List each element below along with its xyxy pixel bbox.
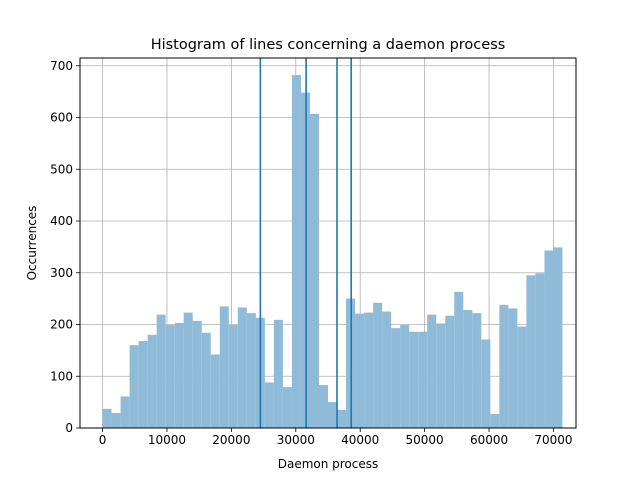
histogram-bar [517, 326, 527, 428]
histogram-bar [409, 331, 419, 428]
histogram-bar [264, 382, 274, 428]
y-tick-label: 600 [50, 111, 73, 125]
x-axis-label: Daemon process [278, 457, 379, 471]
histogram-bar [490, 414, 500, 428]
x-axis-ticks: 0 10000 20000 30000 40000 50000 60000 70000 [99, 428, 573, 447]
x-tick-label: 70000 [534, 433, 572, 447]
y-tick-label: 0 [65, 421, 73, 435]
histogram-bar [309, 113, 319, 428]
histogram-bar [526, 275, 536, 428]
histogram-bar [318, 385, 328, 428]
histogram-bar [111, 412, 121, 428]
histogram-bar [355, 313, 365, 428]
histogram-bar [183, 312, 193, 428]
histogram-bar [102, 408, 112, 428]
histogram-bar [282, 387, 292, 428]
histogram-bar [129, 345, 139, 428]
histogram-bar [228, 325, 238, 428]
histogram-bar [544, 250, 554, 428]
histogram-bar [445, 315, 455, 428]
y-tick-label: 400 [50, 214, 73, 228]
histogram-bar [246, 313, 256, 428]
histogram-bar [427, 314, 437, 428]
y-axis-ticks: 0 100 200 300 400 500 600 700 [50, 59, 80, 435]
histogram-bar [192, 320, 202, 428]
histogram-bar [328, 402, 338, 428]
y-tick-label: 100 [50, 369, 73, 383]
histogram-bar [156, 314, 166, 428]
histogram-bar [291, 75, 301, 429]
histogram-bar [553, 247, 563, 428]
histogram-bar [454, 291, 464, 428]
x-tick-label: 40000 [341, 433, 379, 447]
histogram-bar [400, 325, 410, 428]
x-tick-label: 30000 [277, 433, 315, 447]
histogram-bar [481, 339, 491, 428]
histogram-bar [535, 273, 545, 428]
histogram-bar [174, 322, 184, 428]
histogram-bar [463, 310, 473, 428]
y-tick-label: 300 [50, 266, 73, 280]
histogram-bar [472, 313, 482, 428]
histogram-bar [382, 311, 392, 428]
histogram-bar [120, 396, 130, 428]
histogram-bar [391, 328, 401, 428]
histogram-bar [165, 325, 175, 428]
x-tick-label: 50000 [406, 433, 444, 447]
y-tick-label: 200 [50, 318, 73, 332]
vertical-lines [259, 58, 352, 428]
histogram-bar [436, 323, 446, 428]
x-tick-label: 20000 [212, 433, 250, 447]
histogram-bar [147, 334, 157, 428]
histogram-bar [201, 332, 211, 428]
x-tick-label: 60000 [470, 433, 508, 447]
x-tick-label: 10000 [148, 433, 186, 447]
y-axis-label: Occurrences [25, 206, 39, 281]
histogram-bar [373, 302, 383, 428]
histogram-bar [337, 409, 347, 428]
histogram-bar [237, 307, 247, 428]
x-tick-label: 0 [99, 433, 107, 447]
histogram-bar [273, 319, 283, 428]
plot-frame [79, 57, 577, 429]
histogram-bar [499, 304, 509, 428]
histogram-bar [418, 331, 428, 428]
histogram-bar [138, 341, 148, 428]
histogram-bar [508, 308, 518, 428]
histogram-bar [219, 306, 229, 428]
histogram-bar [364, 312, 374, 428]
y-tick-label: 700 [50, 59, 73, 73]
histogram-bar [210, 354, 220, 428]
chart-title: Histogram of lines concerning a daemon p… [151, 37, 506, 53]
y-tick-label: 500 [50, 162, 73, 176]
